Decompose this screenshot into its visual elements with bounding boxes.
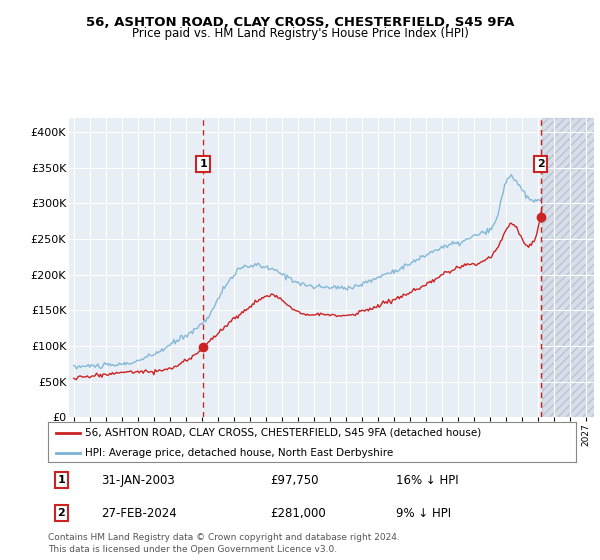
Text: £97,750: £97,750 <box>270 474 318 487</box>
Text: 2: 2 <box>58 508 65 518</box>
Text: 9% ↓ HPI: 9% ↓ HPI <box>397 507 452 520</box>
Text: 16% ↓ HPI: 16% ↓ HPI <box>397 474 459 487</box>
Text: 31-JAN-2003: 31-JAN-2003 <box>101 474 175 487</box>
Text: £281,000: £281,000 <box>270 507 326 520</box>
Text: 27-FEB-2024: 27-FEB-2024 <box>101 507 176 520</box>
Text: 1: 1 <box>199 159 207 169</box>
Text: Contains HM Land Registry data © Crown copyright and database right 2024.
This d: Contains HM Land Registry data © Crown c… <box>48 533 400 554</box>
Text: 56, ASHTON ROAD, CLAY CROSS, CHESTERFIELD, S45 9FA (detached house): 56, ASHTON ROAD, CLAY CROSS, CHESTERFIEL… <box>85 428 481 437</box>
Text: 56, ASHTON ROAD, CLAY CROSS, CHESTERFIELD, S45 9FA: 56, ASHTON ROAD, CLAY CROSS, CHESTERFIEL… <box>86 16 514 29</box>
Text: 1: 1 <box>58 475 65 486</box>
Text: HPI: Average price, detached house, North East Derbyshire: HPI: Average price, detached house, Nort… <box>85 448 393 458</box>
Text: 2: 2 <box>536 159 544 169</box>
Text: Price paid vs. HM Land Registry's House Price Index (HPI): Price paid vs. HM Land Registry's House … <box>131 27 469 40</box>
Bar <box>542 118 594 417</box>
